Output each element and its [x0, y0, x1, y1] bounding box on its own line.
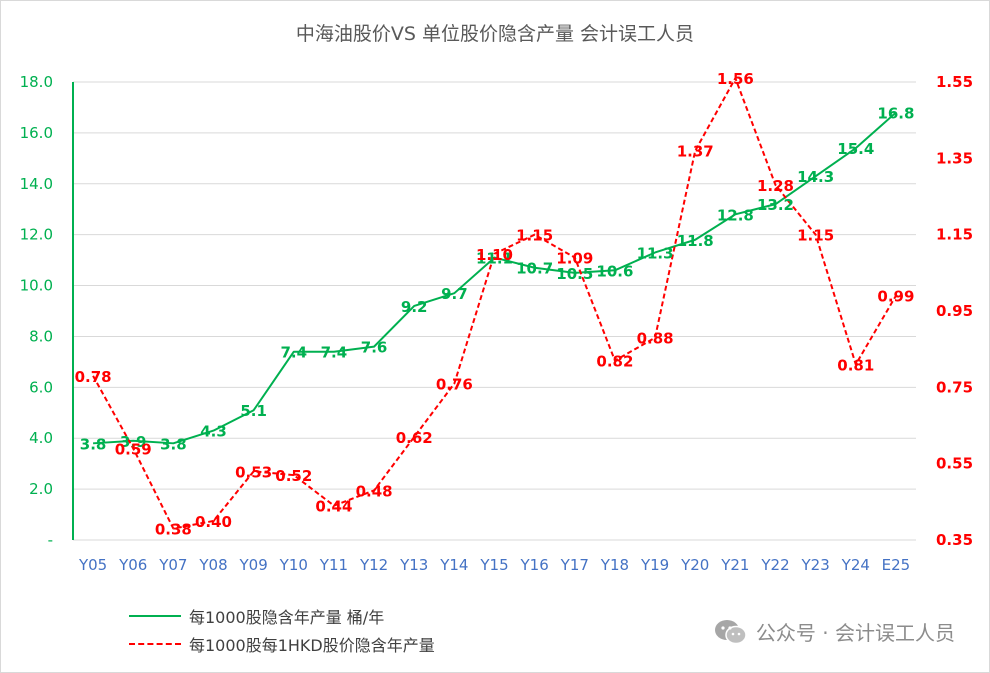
data-label-primary: 10.6	[596, 262, 633, 280]
x-axis-tick-label: Y14	[439, 556, 468, 574]
x-axis-tick-label: Y08	[198, 556, 227, 574]
data-label-primary: 3.8	[160, 435, 187, 453]
data-label-secondary: 1.15	[516, 227, 553, 245]
data-label-primary: 12.8	[717, 206, 754, 224]
legend-label-secondary: 每1000股每1HKD股价隐含年产量	[189, 636, 435, 655]
x-axis-tick-label: Y18	[600, 556, 629, 574]
right-axis-tick-label: 1.35	[936, 149, 973, 167]
left-axis-tick-label: 8.0	[29, 327, 53, 345]
x-axis-tick-label: Y19	[640, 556, 669, 574]
data-label-secondary: 0.59	[115, 440, 152, 458]
left-axis-tick-label: 10.0	[20, 277, 53, 295]
data-label-primary: 4.3	[200, 423, 227, 441]
x-axis-tick-label: E25	[882, 556, 911, 574]
x-axis-tick-label: Y22	[760, 556, 789, 574]
legend-entry-secondary: 每1000股每1HKD股价隐含年产量	[129, 633, 435, 655]
data-label-secondary: 1.37	[677, 143, 714, 161]
data-label-secondary: 0.82	[596, 353, 633, 371]
line-chart: - 2.0 4.0 6.0 8.0 10.0 12.0 14.0 16.0 18.0 0.35 0.5…	[20, 70, 973, 574]
data-label-secondary: 1.10	[476, 246, 513, 264]
x-axis-tick-label: Y20	[680, 556, 709, 574]
left-axis-tick-label: -	[48, 531, 53, 549]
data-label-primary: 7.4	[321, 344, 348, 362]
x-axis-tick-label: Y16	[520, 556, 549, 574]
x-axis-tick-label: Y23	[801, 556, 830, 574]
data-label-primary: 10.7	[516, 260, 553, 278]
data-label-primary: 9.2	[401, 298, 428, 316]
data-label-primary: 5.1	[240, 402, 267, 420]
data-label-primary: 9.7	[441, 285, 468, 303]
right-axis-tick-label: 0.55	[936, 455, 973, 473]
data-label-primary: 16.8	[877, 105, 914, 123]
right-axis-tick-label: 0.75	[936, 378, 973, 396]
watermark: 公众号 · 会计误工人员	[714, 617, 955, 646]
wechat-icon	[714, 619, 747, 644]
data-label-secondary: 0.88	[637, 330, 674, 348]
data-label-primary: 7.4	[280, 344, 307, 362]
right-axis-tick-label: 0.95	[936, 302, 973, 320]
data-labels: 3.8 3.9 3.84.35.17.4 7.4 7.69.29.711.110.7 10…	[75, 70, 915, 538]
data-label-secondary: 0.62	[396, 429, 433, 447]
x-axis-tick-label: Y24	[841, 556, 870, 574]
left-axis-tick-label: 14.0	[20, 175, 53, 193]
right-axis-tick-label: 1.15	[936, 226, 973, 244]
x-axis-tick-label: Y21	[720, 556, 749, 574]
series-line-primary	[93, 111, 897, 445]
data-label-secondary: 0.78	[75, 368, 112, 386]
data-label-secondary: 0.53	[235, 463, 272, 481]
data-label-secondary: 1.56	[717, 70, 754, 88]
x-axis-tick-label: Y11	[319, 556, 348, 574]
left-axis-tick-label: 12.0	[20, 226, 53, 244]
legend-swatch-dashed-red	[129, 643, 181, 645]
data-label-primary: 3.9	[120, 433, 147, 451]
x-axis-tick-label: Y17	[560, 556, 589, 574]
data-label-secondary: 0.40	[195, 513, 232, 531]
x-axis-tick-label: Y06	[118, 556, 147, 574]
left-axis-tick-label: 4.0	[29, 429, 53, 447]
data-label-secondary: 0.81	[837, 356, 874, 374]
x-axis-tick-label: Y12	[359, 556, 388, 574]
data-label-secondary: 0.52	[275, 467, 312, 485]
data-label-secondary: 0.76	[436, 376, 473, 394]
data-label-secondary: 1.15	[797, 227, 834, 245]
data-label-primary: 13.2	[757, 196, 794, 214]
right-axis-tick-label: 1.55	[936, 73, 973, 91]
x-axis-tick-label: Y07	[158, 556, 187, 574]
series	[92, 77, 897, 530]
data-label-primary: 3.8	[80, 435, 107, 453]
x-axis-tick-label: Y13	[399, 556, 428, 574]
watermark-text: 公众号 · 会计误工人员	[755, 621, 955, 645]
data-label-secondary: 0.44	[315, 498, 352, 516]
data-label-primary: 10.5	[556, 265, 593, 283]
data-label-secondary: 0.38	[155, 521, 192, 539]
data-label-secondary: 1.09	[556, 250, 593, 268]
data-label-primary: 11.8	[677, 232, 714, 250]
legend-entry-primary: 每1000股隐含年产量 桶/年	[129, 605, 384, 627]
x-axis-tick-label: Y10	[279, 556, 308, 574]
chart-title: 中海油股价VS 单位股价隐含产量 会计误工人员	[295, 23, 695, 45]
right-axis-tick-label: 0.35	[936, 531, 973, 549]
data-label-primary: 15.4	[837, 140, 874, 158]
left-axis-tick-label: 6.0	[29, 378, 53, 396]
axes: - 2.0 4.0 6.0 8.0 10.0 12.0 14.0 16.0 18.0 0.35 0.5…	[20, 73, 973, 574]
left-axis-tick-label: 18.0	[20, 73, 53, 91]
left-axis-tick-label: 16.0	[20, 124, 53, 142]
left-axis-tick-label: 2.0	[29, 480, 53, 498]
series-line-secondary	[92, 77, 897, 530]
legend-label-primary: 每1000股隐含年产量 桶/年	[189, 608, 385, 627]
data-label-secondary: 1.28	[757, 177, 794, 195]
data-label-primary: 11.3	[637, 244, 674, 262]
data-label-secondary: 0.99	[877, 288, 914, 306]
legend-swatch-solid-green	[129, 615, 181, 617]
x-axis-tick-label: Y09	[239, 556, 268, 574]
data-label-primary: 11.1	[476, 250, 513, 268]
gridlines	[73, 81, 916, 541]
x-axis-tick-label: Y05	[78, 556, 107, 574]
data-label-primary: 14.3	[797, 168, 834, 186]
x-axis-tick-label: Y15	[479, 556, 508, 574]
data-label-primary: 7.6	[361, 339, 388, 357]
data-label-secondary: 0.48	[356, 482, 393, 500]
